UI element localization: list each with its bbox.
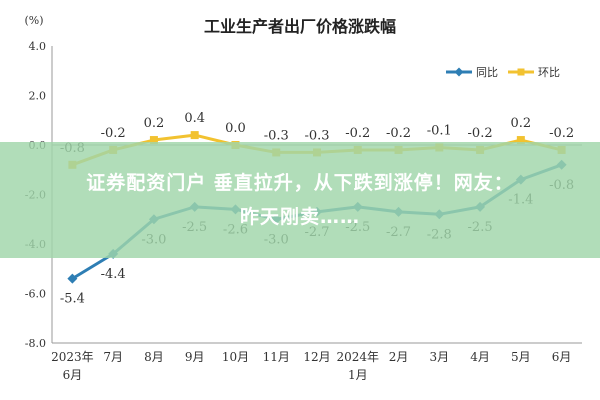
- data-point: [67, 273, 78, 284]
- data-label: -0.2: [386, 126, 411, 141]
- data-label: 0.2: [511, 116, 532, 131]
- data-label: -4.4: [101, 267, 126, 282]
- x-tick-label: 7月: [103, 350, 123, 364]
- data-point: [149, 136, 158, 145]
- y-tick-label: -8.0: [25, 337, 46, 350]
- data-label: -0.2: [549, 126, 574, 141]
- x-tick-label: 2月: [389, 350, 409, 364]
- data-label: -5.4: [60, 292, 85, 307]
- legend-label: 环比: [538, 66, 560, 79]
- y-axis-unit-label: (%): [24, 14, 43, 27]
- x-tick-label: 9月: [185, 350, 205, 364]
- y-tick-label: 2.0: [29, 90, 47, 103]
- legend-marker: [517, 68, 525, 76]
- data-label: -0.2: [101, 126, 126, 141]
- overlay-banner[interactable]: 证券配资门户 垂直拉升，从下跌到涨停！网友： 昨天刚卖……: [0, 142, 600, 258]
- data-label: -0.1: [427, 123, 452, 138]
- data-label: -0.3: [304, 128, 329, 143]
- data-label: 0.0: [225, 121, 246, 136]
- x-axis: 2023年 6月 7月 8月 9月 10月 11月 12月 2024年 1月 2月 3月 4月 5月 6月: [51, 342, 582, 382]
- y-tick-label: 4.0: [29, 40, 47, 53]
- y-tick-label: -6.0: [25, 288, 46, 301]
- x-tick-label: 8月: [144, 350, 164, 364]
- data-point: [190, 131, 199, 140]
- legend-label: 同比: [476, 66, 498, 79]
- data-point: [516, 136, 525, 145]
- x-tick-label: 12月: [303, 350, 330, 364]
- x-tick-label: 4月: [470, 350, 490, 364]
- x-tick-label: 6月: [552, 350, 572, 364]
- chart-title: 工业生产者出厂价格涨跌幅: [204, 17, 396, 36]
- overlay-headline-line-2: 昨天刚卖……: [239, 206, 360, 228]
- data-label: -0.2: [345, 126, 370, 141]
- overlay-headline-line-1: 证券配资门户 垂直拉升，从下跌到涨停！网友：: [86, 172, 514, 194]
- x-tick-label: 2024年 1月: [336, 350, 379, 382]
- x-tick-label: 3月: [429, 350, 449, 364]
- legend-marker: [454, 67, 464, 77]
- data-label: -0.3: [264, 128, 289, 143]
- x-tick-label: 5月: [511, 350, 531, 364]
- data-label: -0.2: [468, 126, 493, 141]
- x-tick-label: 2023年 6月: [51, 350, 94, 382]
- data-label: 0.2: [144, 116, 165, 131]
- data-label: 0.4: [184, 111, 205, 126]
- legend: 同比 环比: [446, 66, 560, 79]
- x-tick-label: 11月: [263, 350, 290, 364]
- x-tick-label: 10月: [222, 350, 249, 364]
